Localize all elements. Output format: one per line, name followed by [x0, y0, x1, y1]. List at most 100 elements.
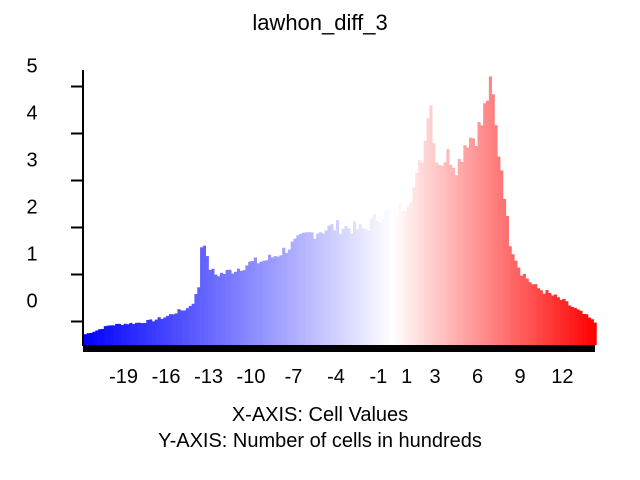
histogram-bar	[84, 334, 88, 345]
histogram-bar	[222, 273, 226, 345]
histogram-bar	[290, 241, 294, 345]
x-tick-label: 3	[429, 366, 440, 388]
histogram-bar	[384, 209, 388, 345]
histogram-bar	[185, 308, 190, 345]
histogram-bar	[432, 143, 436, 345]
histogram-bar	[511, 254, 515, 345]
y-tick-label: 1	[26, 244, 37, 266]
histogram-bar	[248, 261, 252, 345]
histogram-bar	[242, 270, 246, 345]
x-tick-label: -10	[237, 366, 266, 388]
histogram-bar	[177, 309, 181, 345]
histogram-bar	[330, 224, 334, 345]
histogram-bar	[420, 162, 425, 345]
histogram-bar	[440, 165, 444, 345]
x-tick-label: -13	[194, 366, 223, 388]
histogram-bar	[117, 323, 122, 345]
histogram-bar	[403, 210, 408, 345]
histogram-bar	[548, 293, 552, 345]
histogram-bar	[217, 276, 221, 345]
histogram-bar	[474, 145, 478, 345]
histogram-bar	[469, 137, 473, 345]
histogram-bar	[273, 256, 277, 345]
histogram-bar	[350, 233, 354, 345]
y-tick-label: 3	[26, 150, 37, 172]
histogram-bar	[355, 229, 359, 345]
histogram-bar	[525, 278, 529, 345]
histogram-bars	[84, 76, 597, 346]
histogram-bar	[392, 204, 396, 345]
x-axis: -19 -16 -13 -10 -7 -4 -1 1 3 6 9 12	[83, 345, 595, 388]
histogram-bar	[502, 198, 507, 345]
histogram-bar	[115, 323, 119, 345]
histogram-bar	[531, 284, 535, 345]
histogram-bar	[132, 324, 136, 345]
histogram-bar	[157, 317, 161, 345]
histogram-bar	[517, 267, 521, 345]
histogram-bar	[534, 284, 538, 345]
histogram-bar	[256, 263, 260, 345]
histogram-bar	[191, 303, 195, 345]
histogram-bar	[522, 273, 526, 345]
histogram-bar	[287, 249, 291, 345]
histogram-bar	[565, 301, 569, 345]
histogram-bar	[542, 293, 546, 345]
histogram-bar	[86, 333, 90, 345]
histogram-bar	[296, 235, 300, 345]
histogram-bar	[500, 170, 504, 345]
histogram-bar	[378, 222, 382, 345]
histogram-bar	[231, 273, 235, 345]
histogram-bar	[265, 260, 269, 345]
histogram-bar	[316, 233, 320, 345]
histogram-bar	[146, 320, 150, 345]
histogram-bar	[134, 322, 139, 345]
histogram-bar	[228, 269, 232, 345]
histogram-bar	[369, 218, 374, 345]
histogram-bar	[301, 232, 306, 345]
histogram-bar	[100, 328, 105, 345]
histogram-bar	[437, 164, 442, 345]
histogram-bar	[299, 233, 303, 345]
histogram-bar	[154, 319, 158, 345]
histogram-bar	[568, 305, 572, 345]
histogram-bar	[553, 294, 558, 345]
y-tick-label: 2	[26, 197, 37, 219]
histogram-bar	[429, 105, 433, 345]
histogram-bar	[367, 230, 371, 345]
histogram-bar	[143, 322, 147, 345]
histogram-bar	[585, 314, 589, 345]
histogram-bar	[279, 255, 283, 345]
histogram-bar	[253, 257, 257, 345]
histogram-bar	[463, 145, 467, 345]
histogram-bar	[401, 211, 405, 345]
histogram-bar	[166, 315, 170, 345]
histogram-bar	[126, 324, 130, 345]
histogram-bar	[375, 220, 379, 345]
histogram-bar	[480, 125, 484, 345]
histogram-bar	[389, 208, 393, 345]
histogram-bar	[171, 314, 175, 345]
x-tick-label: 1	[401, 366, 412, 388]
histogram-bar	[372, 214, 376, 345]
histogram-bar	[395, 213, 399, 345]
histogram-bar	[321, 233, 325, 345]
histogram-bar	[168, 314, 173, 345]
histogram-bar	[89, 332, 93, 345]
histogram-bar	[335, 220, 340, 345]
histogram-bar	[259, 261, 263, 345]
x-tick-label: 9	[514, 366, 525, 388]
histogram-bar	[347, 228, 351, 345]
histogram-bar	[98, 329, 102, 345]
histogram-bar	[92, 331, 96, 345]
histogram-bar	[106, 325, 110, 345]
histogram-bar	[570, 306, 575, 345]
histogram-bar	[406, 206, 410, 345]
histogram-bar	[508, 246, 512, 345]
histogram-bar	[409, 202, 413, 345]
x-tick-label: -1	[370, 366, 388, 388]
y-tick-label: 4	[26, 103, 37, 125]
histogram-bar	[556, 297, 560, 345]
y-tick-label: 0	[26, 291, 37, 313]
histogram-bar	[477, 122, 481, 346]
